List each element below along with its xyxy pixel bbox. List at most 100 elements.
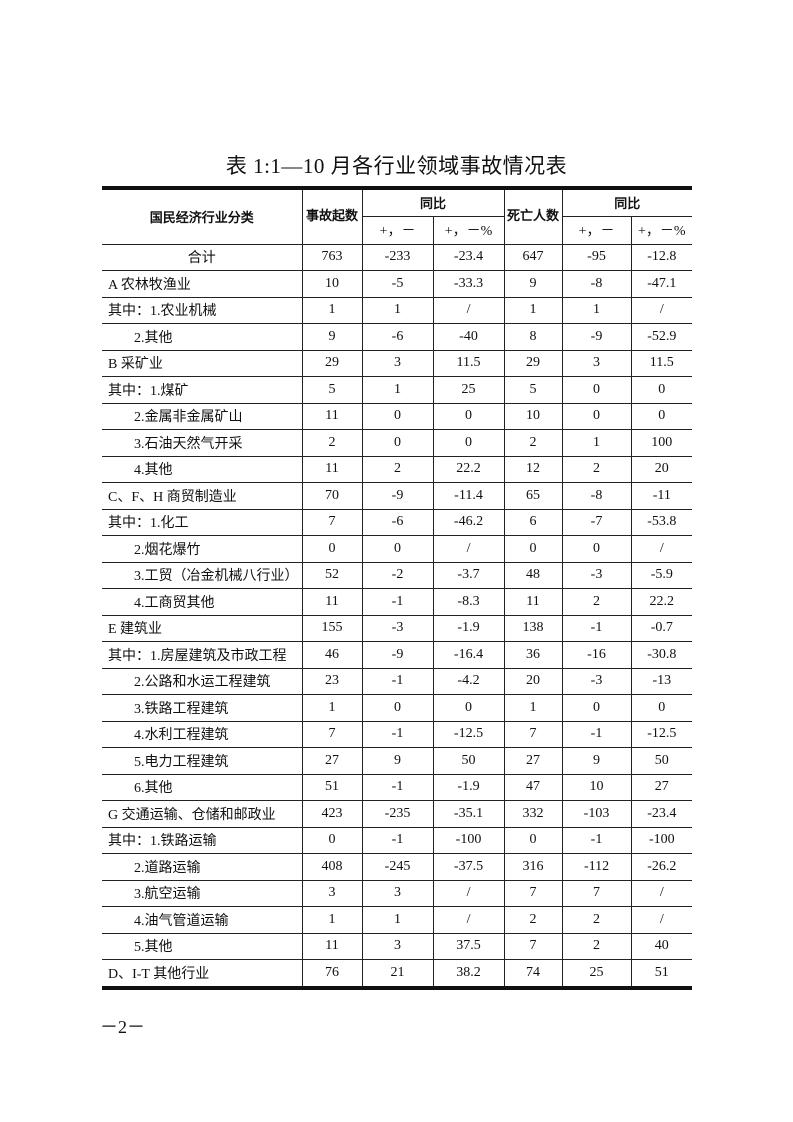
cell-accidents: 29 [301, 349, 363, 377]
table-row: 合计 763 -233 -23.4 647 -95 -12.8 [102, 243, 693, 271]
cell-accidents-change-pct: -16.4 [432, 641, 505, 669]
cell-deaths: 36 [503, 641, 563, 669]
cell-accidents-change: -9 [361, 641, 434, 669]
row-label: G 交通运输、仓储和邮政业 [102, 800, 303, 828]
row-label: 2.公路和水运工程建筑 [102, 667, 303, 695]
cell-accidents: 1 [301, 296, 363, 324]
row-label: 其中：1.房屋建筑及市政工程 [102, 641, 303, 669]
cell-accidents-change-pct: / [432, 906, 505, 934]
cell-deaths-change: 7 [561, 879, 632, 907]
table-row: 3.航空运输 3 3/7 7/ [102, 879, 693, 907]
cell-deaths-change: 2 [561, 932, 632, 960]
cell-accidents-change: 1 [361, 906, 434, 934]
cell-deaths-change-pct: -26.2 [630, 853, 693, 881]
table-row: 4.其他 11 2 22.2 12 2 20 [102, 455, 693, 483]
cell-accidents: 46 [301, 641, 363, 669]
cell-deaths: 5 [503, 376, 563, 404]
cell-deaths: 12 [503, 455, 563, 483]
cell-deaths-change-pct: 0 [630, 376, 693, 404]
cell-deaths: 9 [503, 270, 563, 298]
cell-accidents-change: 2 [361, 455, 434, 483]
cell-accidents-change-pct: / [432, 879, 505, 907]
row-label: 其中：1.农业机械 [102, 296, 303, 324]
cell-accidents: 5 [301, 376, 363, 404]
cell-deaths: 647 [503, 243, 563, 271]
cell-deaths-change-pct: / [630, 879, 693, 907]
cell-deaths: 2 [503, 906, 563, 934]
cell-deaths-change: 1 [561, 429, 632, 457]
header-deaths: 死亡人数 [503, 190, 563, 245]
table-row: B 采矿业 29 3 11.5 29 3 11.5 [102, 349, 693, 377]
cell-deaths-change-pct: 51 [630, 959, 693, 986]
cell-deaths: 48 [503, 561, 563, 589]
row-label: 其中：1.化工 [102, 508, 303, 536]
cell-accidents: 51 [301, 773, 363, 801]
cell-deaths-change-pct: 11.5 [630, 349, 693, 377]
cell-accidents: 3 [301, 879, 363, 907]
cell-accidents-change: -1 [361, 588, 434, 616]
cell-deaths: 1 [503, 694, 563, 722]
cell-accidents-change: 0 [361, 402, 434, 430]
table-row: 其中：1.房屋建筑及市政工程 46 -9 -16.4 36 -16 -30.8 [102, 641, 693, 669]
cell-accidents: 10 [301, 270, 363, 298]
accident-table: 国民经济行业分类 事故起数 同比 死亡人数 同比 +，－ +，－% +，－ +，… [102, 186, 693, 990]
cell-deaths-change-pct: -5.9 [630, 561, 693, 589]
cell-accidents-change: 3 [361, 932, 434, 960]
cell-deaths: 10 [503, 402, 563, 430]
cell-accidents: 7 [301, 508, 363, 536]
cell-accidents-change: -6 [361, 508, 434, 536]
cell-accidents: 76 [301, 959, 363, 986]
row-label: 其中：1.铁路运输 [102, 826, 303, 854]
table-row: 2.其他 9 -6 -40 8 -9 -52.9 [102, 323, 693, 351]
cell-accidents-change-pct: -40 [432, 323, 505, 351]
cell-accidents: 0 [301, 535, 363, 563]
row-label: 3.铁路工程建筑 [102, 694, 303, 722]
cell-accidents-change-pct: -8.3 [432, 588, 505, 616]
header-accidents-abs: +，－ [362, 215, 434, 245]
cell-deaths-change: 3 [561, 349, 632, 377]
row-label: 4.油气管道运输 [102, 906, 303, 934]
cell-deaths-change: 0 [561, 535, 632, 563]
cell-deaths: 138 [503, 614, 563, 642]
row-label: 3.工贸（冶金机械八行业） [102, 561, 303, 589]
cell-deaths: 7 [503, 879, 563, 907]
cell-accidents-change: 0 [361, 429, 434, 457]
row-label: E 建筑业 [102, 614, 303, 642]
cell-deaths-change: -112 [561, 853, 632, 881]
header-accidents: 事故起数 [301, 190, 363, 245]
cell-accidents: 408 [301, 853, 363, 881]
cell-accidents-change: 3 [361, 879, 434, 907]
table-row: D、I-T 其他行业 76 21 38.2 74 25 51 [102, 959, 693, 986]
cell-accidents-change: -235 [361, 800, 434, 828]
cell-accidents-change: 1 [361, 376, 434, 404]
row-label: 合计 [102, 243, 303, 271]
cell-accidents-change-pct: 0 [432, 429, 505, 457]
cell-deaths: 65 [503, 482, 563, 510]
cell-deaths-change-pct: 20 [630, 455, 693, 483]
header-yoy-deaths: 同比 [561, 190, 693, 217]
cell-deaths-change-pct: -11 [630, 482, 693, 510]
cell-deaths-change: -16 [561, 641, 632, 669]
cell-deaths-change-pct: 50 [630, 747, 693, 775]
cell-deaths: 332 [503, 800, 563, 828]
header-deaths-abs: +，－ [561, 215, 632, 245]
table-row: 2.道路运输 408 -245 -37.5 316 -112 -26.2 [102, 853, 693, 881]
row-label: 4.工商贸其他 [102, 588, 303, 616]
cell-deaths-change: 0 [561, 376, 632, 404]
cell-accidents-change-pct: 38.2 [432, 959, 505, 986]
cell-accidents-change-pct: -12.5 [432, 720, 505, 748]
cell-deaths-change: 25 [561, 959, 632, 986]
cell-accidents: 155 [301, 614, 363, 642]
cell-deaths-change: 1 [561, 296, 632, 324]
row-label: 4.水利工程建筑 [102, 720, 303, 748]
table-row: 其中：1.铁路运输 0 -1 -100 0 -1 -100 [102, 826, 693, 854]
table-row: 其中：1.煤矿 5 1 25 5 0 0 [102, 376, 693, 404]
table-row: 其中：1.农业机械 1 1/1 1/ [102, 296, 693, 324]
cell-deaths: 8 [503, 323, 563, 351]
cell-deaths-change-pct: 22.2 [630, 588, 693, 616]
cell-accidents: 763 [301, 243, 363, 271]
cell-deaths: 1 [503, 296, 563, 324]
cell-deaths: 316 [503, 853, 563, 881]
cell-deaths-change: -3 [561, 561, 632, 589]
cell-accidents-change: 0 [361, 535, 434, 563]
